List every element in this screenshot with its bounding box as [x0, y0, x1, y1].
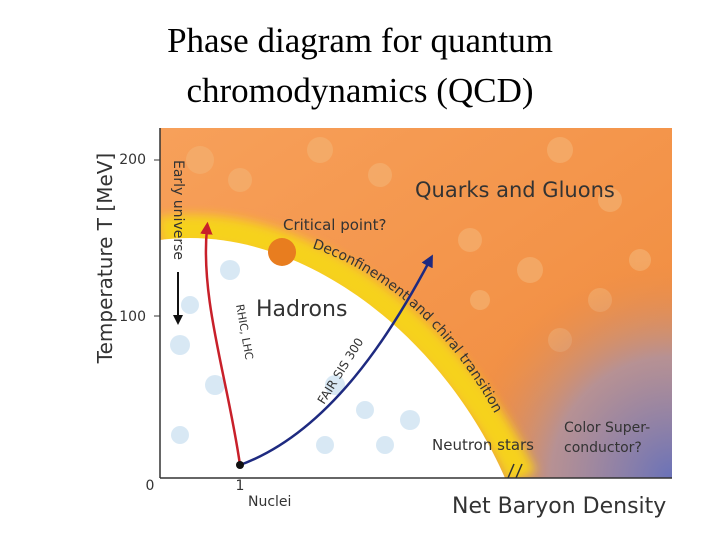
- superconductor-label: Color Super-: [564, 420, 650, 436]
- neutron-stars-label: Neutron stars: [432, 436, 534, 454]
- y-tick-label: 0: [146, 478, 155, 494]
- x-tick-label: 1: [236, 478, 245, 494]
- y-tick-label: 200: [119, 152, 146, 168]
- phase-regions: [160, 128, 672, 478]
- y-tick-label: 100: [119, 309, 146, 325]
- title-line: Phase diagram for quantum: [167, 21, 553, 60]
- nuclei-point: [236, 461, 244, 469]
- blue-arrow: [239, 254, 433, 467]
- hadron-particles: [170, 260, 420, 454]
- nuclei-label: Nuclei: [248, 494, 291, 510]
- transition-band: [160, 214, 536, 478]
- early-universe-label: Early universe: [170, 160, 186, 260]
- critical-point: [268, 238, 296, 266]
- axis-break: [507, 463, 523, 479]
- region-label: Quarks and Gluons: [415, 178, 615, 202]
- x-axis-label: Net Baryon Density: [452, 494, 666, 519]
- superconductor-label: conductor?: [564, 440, 642, 456]
- red-arrow: [200, 221, 242, 466]
- region-label: Hadrons: [256, 297, 347, 322]
- critical-point-label: Critical point?: [283, 216, 386, 234]
- y-axis-label: Temperature T [MeV]: [93, 153, 117, 364]
- title-line: chromodynamics (QCD): [186, 71, 533, 110]
